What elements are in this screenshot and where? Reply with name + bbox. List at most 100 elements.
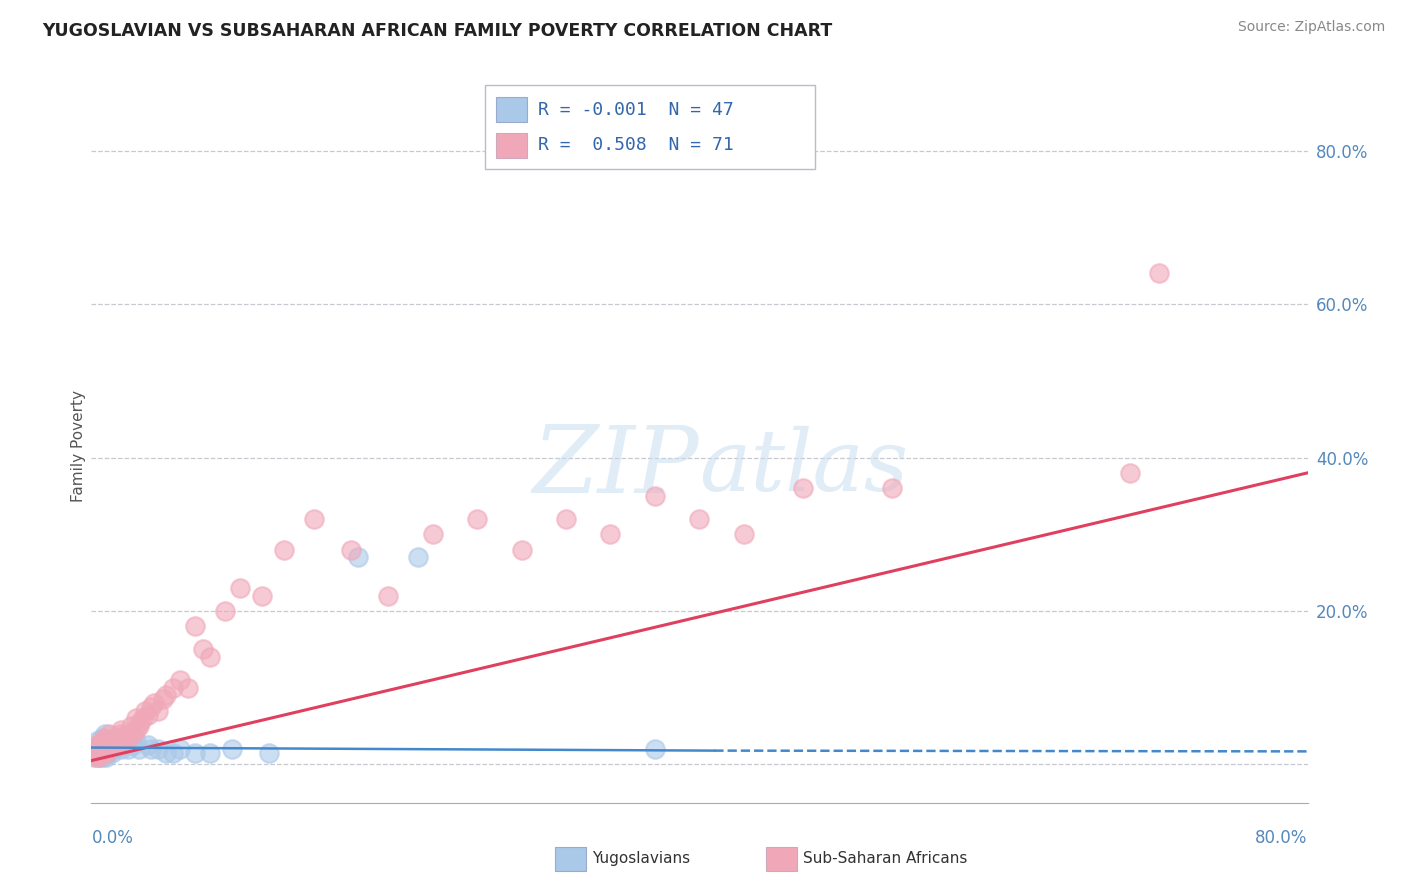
Point — [134, 704, 156, 718]
Point — [792, 481, 814, 495]
Point — [103, 734, 125, 748]
Point — [1149, 266, 1171, 280]
Point — [1118, 466, 1140, 480]
Point — [100, 738, 122, 752]
Point — [644, 489, 666, 503]
Point — [128, 719, 150, 733]
Point — [112, 731, 135, 745]
Point — [688, 512, 710, 526]
Point — [97, 746, 120, 760]
Point — [108, 727, 131, 741]
Point — [91, 738, 114, 752]
Point — [90, 742, 112, 756]
Point — [82, 742, 104, 756]
Point — [117, 731, 139, 745]
Point — [89, 738, 111, 752]
Point — [87, 742, 110, 756]
Point — [377, 589, 399, 603]
Point — [104, 731, 127, 745]
Point — [555, 512, 578, 526]
Point — [114, 727, 136, 741]
Point — [259, 746, 281, 760]
Point — [86, 746, 108, 760]
Text: 0.0%: 0.0% — [91, 829, 134, 847]
Point — [93, 727, 115, 741]
Point — [87, 738, 110, 752]
Point — [122, 738, 145, 752]
Text: R = -0.001  N = 47: R = -0.001 N = 47 — [538, 101, 734, 119]
Point — [90, 746, 112, 760]
Point — [125, 711, 148, 725]
Point — [129, 715, 152, 730]
Point — [132, 711, 155, 725]
Point — [347, 550, 370, 565]
Point — [125, 723, 148, 737]
Point — [91, 749, 114, 764]
Point — [139, 742, 162, 756]
Point — [214, 604, 236, 618]
Point — [107, 734, 129, 748]
Point — [103, 742, 125, 756]
Point — [93, 731, 115, 745]
Point — [87, 749, 110, 764]
Text: R =  0.508  N = 71: R = 0.508 N = 71 — [538, 136, 734, 154]
Point — [93, 746, 115, 760]
Point — [96, 734, 118, 748]
Point — [112, 738, 135, 752]
Point — [101, 746, 124, 760]
Point — [125, 734, 148, 748]
Point — [110, 738, 132, 752]
Point — [599, 527, 621, 541]
Point — [228, 581, 250, 595]
Point — [136, 738, 159, 752]
Point — [84, 738, 107, 752]
Point — [93, 742, 115, 756]
Point — [882, 481, 904, 495]
Point — [107, 734, 129, 748]
Point — [86, 742, 108, 756]
Point — [90, 731, 112, 745]
Point — [110, 742, 132, 756]
Point — [406, 550, 429, 565]
Point — [83, 749, 105, 764]
Point — [136, 707, 159, 722]
Point — [97, 734, 120, 748]
Point — [83, 746, 105, 760]
Text: Sub-Saharan Africans: Sub-Saharan Africans — [803, 851, 967, 865]
Point — [87, 749, 110, 764]
Point — [96, 749, 118, 764]
Point — [510, 542, 533, 557]
Point — [100, 734, 122, 748]
Point — [422, 527, 444, 541]
Point — [644, 742, 666, 756]
Point — [84, 749, 107, 764]
Point — [273, 542, 295, 557]
Point — [198, 746, 221, 760]
Point — [128, 742, 150, 756]
Text: 80.0%: 80.0% — [1256, 829, 1308, 847]
Point — [89, 746, 111, 760]
Point — [184, 746, 207, 760]
Point — [89, 742, 111, 756]
Point — [162, 681, 184, 695]
Point — [90, 738, 112, 752]
Point — [89, 749, 111, 764]
Text: YUGOSLAVIAN VS SUBSAHARAN AFRICAN FAMILY POVERTY CORRELATION CHART: YUGOSLAVIAN VS SUBSAHARAN AFRICAN FAMILY… — [42, 22, 832, 40]
Text: Source: ZipAtlas.com: Source: ZipAtlas.com — [1237, 20, 1385, 34]
Point — [96, 742, 118, 756]
Point — [340, 542, 363, 557]
Point — [155, 689, 177, 703]
Point — [90, 734, 112, 748]
Point — [101, 738, 124, 752]
Point — [155, 746, 177, 760]
Point — [146, 742, 169, 756]
Point — [142, 696, 165, 710]
Point — [86, 734, 108, 748]
Point — [302, 512, 325, 526]
Text: ZIP: ZIP — [533, 423, 699, 512]
Point — [184, 619, 207, 633]
Point — [177, 681, 200, 695]
Text: Yugoslavians: Yugoslavians — [592, 851, 690, 865]
Point — [105, 738, 128, 752]
Point — [250, 589, 273, 603]
